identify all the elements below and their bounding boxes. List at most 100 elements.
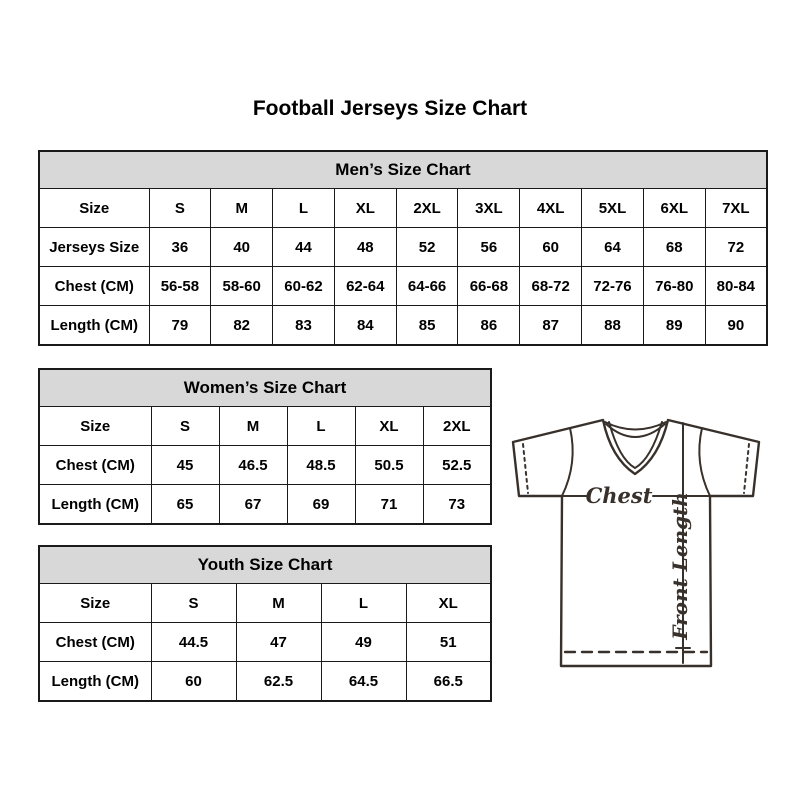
value-cell: 84 [333,305,397,346]
value-cell: L [320,583,407,623]
value-cell: 87 [519,305,583,346]
value-cell: 66-68 [457,266,521,306]
value-cell: 7XL [704,188,768,228]
value-cell: 72 [704,227,768,267]
mens-table-title: Men’s Size Chart [38,150,768,189]
table-row: Chest (CM) 56-58 58-60 60-62 62-64 64-66 66-68… [38,266,768,306]
value-cell: 68 [642,227,706,267]
value-cell: 76-80 [642,266,706,306]
left-sleeve-seam [561,427,574,497]
value-cell: 80-84 [704,266,768,306]
collar-line [604,421,667,431]
value-cell: 44 [272,227,335,267]
mens-size-table: Men’s Size Chart Size S M L XL 2XL 3XL 4XL 5XL 6X… [38,150,768,346]
value-cell: 52.5 [422,445,492,485]
value-cell: 56 [457,227,521,267]
table-row: Jerseys Size 36 40 44 48 52 56 60 64 68 72 [38,227,768,267]
table-row: Size S M L XL [38,583,492,623]
value-cell: M [235,583,322,623]
value-cell: 60-62 [272,266,335,306]
value-cell: 65 [150,484,220,525]
value-cell: 56-58 [148,266,212,306]
value-cell: 64 [581,227,644,267]
chest-label: Chest [586,483,653,508]
value-cell: 69 [286,484,356,525]
right-cuff-dashed-line [743,443,750,494]
table-row: Chest (CM) 45 46.5 48.5 50.5 52.5 [38,445,492,485]
front-length-label: Front Length [668,492,692,641]
value-cell: 52 [395,227,459,267]
left-cuff-dashed-line [522,443,529,494]
value-cell: 68-72 [519,266,583,306]
value-cell: 88 [581,305,644,346]
row-label-cell: Length (CM) [38,484,152,525]
value-cell: S [150,406,220,446]
value-cell: 36 [148,227,212,267]
table-row: Length (CM) 65 67 69 71 73 [38,484,492,525]
value-cell: M [210,188,274,228]
value-cell: 79 [148,305,212,346]
row-label-cell: Chest (CM) [38,445,152,485]
value-cell: 44.5 [150,622,237,662]
womens-size-table: Women’s Size Chart Size S M L XL 2XL Chest (CM… [38,368,492,525]
value-cell: 58-60 [210,266,274,306]
jersey-outline [511,418,761,668]
youth-table-title: Youth Size Chart [38,545,492,584]
collar-inner-v-line [608,421,663,469]
value-cell: 49 [320,622,407,662]
table-row: Size S M L XL 2XL [38,406,492,446]
table-row: Chest (CM) 44.5 47 49 51 [38,622,492,662]
row-label-cell: Chest (CM) [38,622,152,662]
value-cell: 4XL [519,188,583,228]
value-cell: 2XL [395,188,459,228]
value-cell: 46.5 [218,445,288,485]
row-label-cell: Size [38,406,152,446]
value-cell: S [148,188,212,228]
value-cell: 6XL [642,188,706,228]
value-cell: 73 [422,484,492,525]
value-cell: 64.5 [320,661,407,702]
row-label-cell: Jerseys Size [38,227,150,267]
value-cell: L [272,188,335,228]
row-label-cell: Chest (CM) [38,266,150,306]
page-title: Football Jerseys Size Chart [252,97,528,120]
value-cell: 64-66 [395,266,459,306]
value-cell: 83 [272,305,335,346]
value-cell: 82 [210,305,274,346]
value-cell: XL [405,583,492,623]
value-cell: 60 [150,661,237,702]
value-cell: 3XL [457,188,521,228]
value-cell: 72-76 [581,266,644,306]
value-cell: 48 [333,227,397,267]
youth-size-table: Youth Size Chart Size S M L XL Chest (CM) 44.5… [38,545,492,702]
value-cell: 40 [210,227,274,267]
value-cell: 48.5 [286,445,356,485]
value-cell: 50.5 [354,445,424,485]
table-row: Length (CM) 60 62.5 64.5 66.5 [38,661,492,702]
value-cell: 86 [457,305,521,346]
value-cell: 90 [704,305,768,346]
value-cell: 62.5 [235,661,322,702]
value-cell: 66.5 [405,661,492,702]
table-row: Size S M L XL 2XL 3XL 4XL 5XL 6XL 7XL [38,188,768,228]
row-label-cell: Length (CM) [38,661,152,702]
value-cell: 67 [218,484,288,525]
value-cell: M [218,406,288,446]
value-cell: 71 [354,484,424,525]
value-cell: 45 [150,445,220,485]
value-cell: 62-64 [333,266,397,306]
jersey-measurement-diagram: Chest Front Length [511,418,761,668]
table-header-row: Women’s Size Chart [38,368,492,407]
value-cell: L [286,406,356,446]
womens-table-title: Women’s Size Chart [38,368,492,407]
value-cell: 85 [395,305,459,346]
table-row: Length (CM) 79 82 83 84 85 86 87 88 89 90 [38,305,768,346]
row-label-cell: Length (CM) [38,305,150,346]
value-cell: 60 [519,227,583,267]
value-cell: 5XL [581,188,644,228]
row-label-cell: Size [38,188,150,228]
value-cell: S [150,583,237,623]
value-cell: XL [333,188,397,228]
table-header-row: Youth Size Chart [38,545,492,584]
